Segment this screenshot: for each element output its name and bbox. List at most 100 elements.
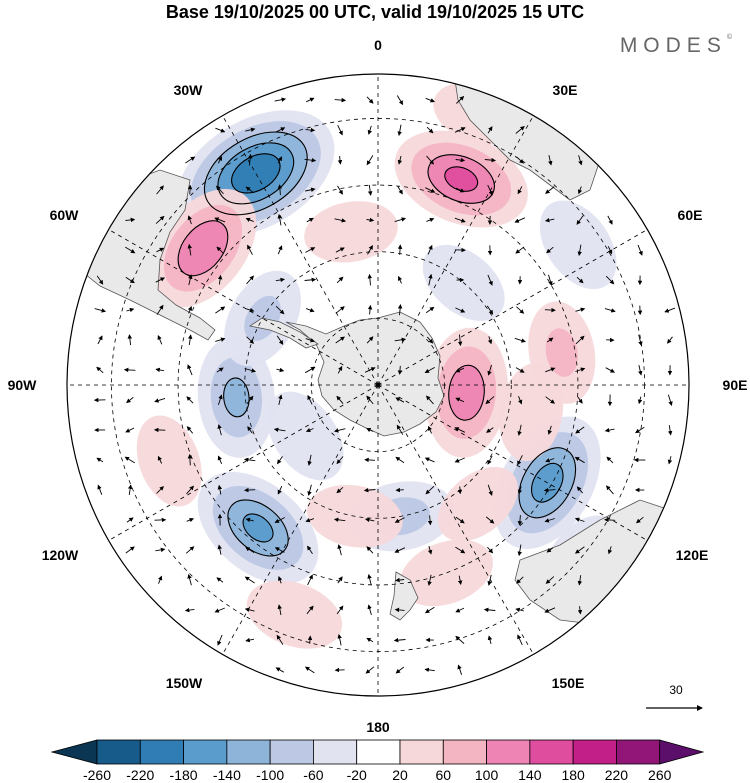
wind-arrow	[425, 97, 435, 103]
wind-arrow	[427, 425, 433, 434]
contour-line	[242, 513, 274, 543]
wind-arrow	[395, 397, 405, 403]
wind-arrow	[216, 367, 224, 373]
wind-arrow	[455, 187, 465, 193]
wind-arrow	[664, 307, 676, 313]
wind-arrow	[577, 606, 583, 615]
wind-arrow	[667, 336, 673, 344]
wind-arrow	[277, 245, 283, 255]
colorbar-tick-label: 140	[518, 767, 542, 783]
wind-arrow	[516, 306, 525, 314]
wind-arrow	[246, 307, 255, 313]
meridian-line	[377, 229, 648, 386]
wind-arrow	[426, 155, 434, 165]
colorbar-tick-label: -180	[170, 767, 198, 783]
lon-label-120w: 120W	[42, 547, 79, 563]
wind-arrow	[576, 215, 584, 225]
wind-arrow	[427, 574, 432, 586]
wind-arrow	[424, 457, 435, 463]
wind-arrow	[187, 334, 193, 346]
colorbar-swatch	[659, 739, 705, 765]
wind-arrow	[337, 125, 343, 136]
anomaly-blob	[149, 189, 257, 308]
wind-arrow	[305, 427, 314, 433]
wind-arrow	[363, 487, 376, 493]
colorbar-swatch	[486, 739, 531, 765]
wind-arrow	[365, 666, 375, 674]
latitude-circle	[177, 184, 579, 586]
wind-arrow	[517, 515, 523, 526]
wind-arrow	[605, 367, 615, 373]
wind-arrow	[426, 126, 434, 134]
colorbar-tick-label: 60	[435, 767, 451, 783]
wind-arrow	[546, 547, 554, 553]
wind-arrow	[635, 426, 645, 434]
wind-arrow	[334, 97, 347, 103]
wind-arrow	[305, 518, 315, 523]
wind-arrow	[545, 458, 555, 463]
wind-arrow	[215, 185, 224, 195]
wind-arrow	[336, 456, 344, 465]
wind-arrow	[125, 276, 135, 284]
wind-arrow	[394, 217, 407, 223]
colorbar-swatch	[139, 739, 184, 765]
wind-arrow	[184, 607, 195, 613]
anomaly-level	[545, 328, 578, 377]
contour-line	[448, 364, 485, 421]
wind-arrow	[483, 607, 496, 613]
wind-arrow	[397, 124, 402, 137]
wind-arrow	[425, 485, 435, 495]
wind-arrow	[457, 664, 463, 675]
wind-arrow	[667, 456, 673, 465]
wind-arrow	[636, 516, 644, 524]
wind-arrow	[548, 155, 553, 166]
brand-mark: ©	[726, 34, 732, 41]
wind-arrow	[277, 156, 283, 164]
wind-arrow	[667, 394, 673, 407]
wind-arrow	[544, 217, 555, 223]
wind-arrow	[96, 457, 104, 463]
lon-label-150e: 150E	[552, 675, 585, 691]
wind-arrow	[307, 545, 313, 555]
wind-arrow	[276, 367, 285, 373]
wind-vectors	[93, 95, 676, 675]
wind-arrow	[186, 517, 194, 523]
wind-arrow	[425, 306, 435, 314]
wind-arrow	[366, 546, 374, 554]
wind-arrow	[396, 424, 404, 435]
wind-arrow	[277, 575, 283, 584]
anomaly-blob	[197, 336, 275, 458]
wind-arrow	[217, 394, 223, 406]
colorbar-tick-label: 20	[392, 767, 408, 783]
lon-label-30w: 30W	[174, 82, 204, 98]
anomaly-blob	[394, 130, 528, 228]
wind-arrow	[604, 308, 616, 313]
colorbar-tick-label: -100	[256, 767, 284, 783]
wind-arrow	[215, 306, 226, 314]
wind-arrow	[367, 304, 373, 315]
wind-arrow	[667, 425, 673, 436]
wind-arrow	[397, 244, 403, 255]
wind-arrow	[455, 546, 466, 554]
wind-arrow	[367, 604, 372, 616]
wind-arrow	[424, 667, 435, 673]
wind-arrow	[186, 426, 194, 434]
wind-arrow	[216, 246, 224, 254]
wind-arrow	[247, 153, 253, 166]
wind-arrow	[335, 247, 345, 253]
wind-arrow	[396, 95, 404, 106]
wind-arrow	[575, 426, 585, 434]
wind-arrow	[454, 217, 466, 223]
latitude-circle	[244, 251, 512, 519]
anomaly-blob	[539, 200, 617, 290]
anomaly-blob	[437, 466, 518, 542]
wind-arrow	[276, 634, 284, 645]
wind-arrow	[364, 517, 375, 523]
wind-arrow	[156, 247, 165, 253]
wind-arrow	[334, 218, 347, 223]
wind-arrow	[638, 365, 643, 376]
wind-arrow	[276, 335, 284, 345]
wind-arrow	[126, 517, 134, 523]
wind-arrow	[275, 277, 285, 283]
wind-arrow	[426, 217, 435, 223]
